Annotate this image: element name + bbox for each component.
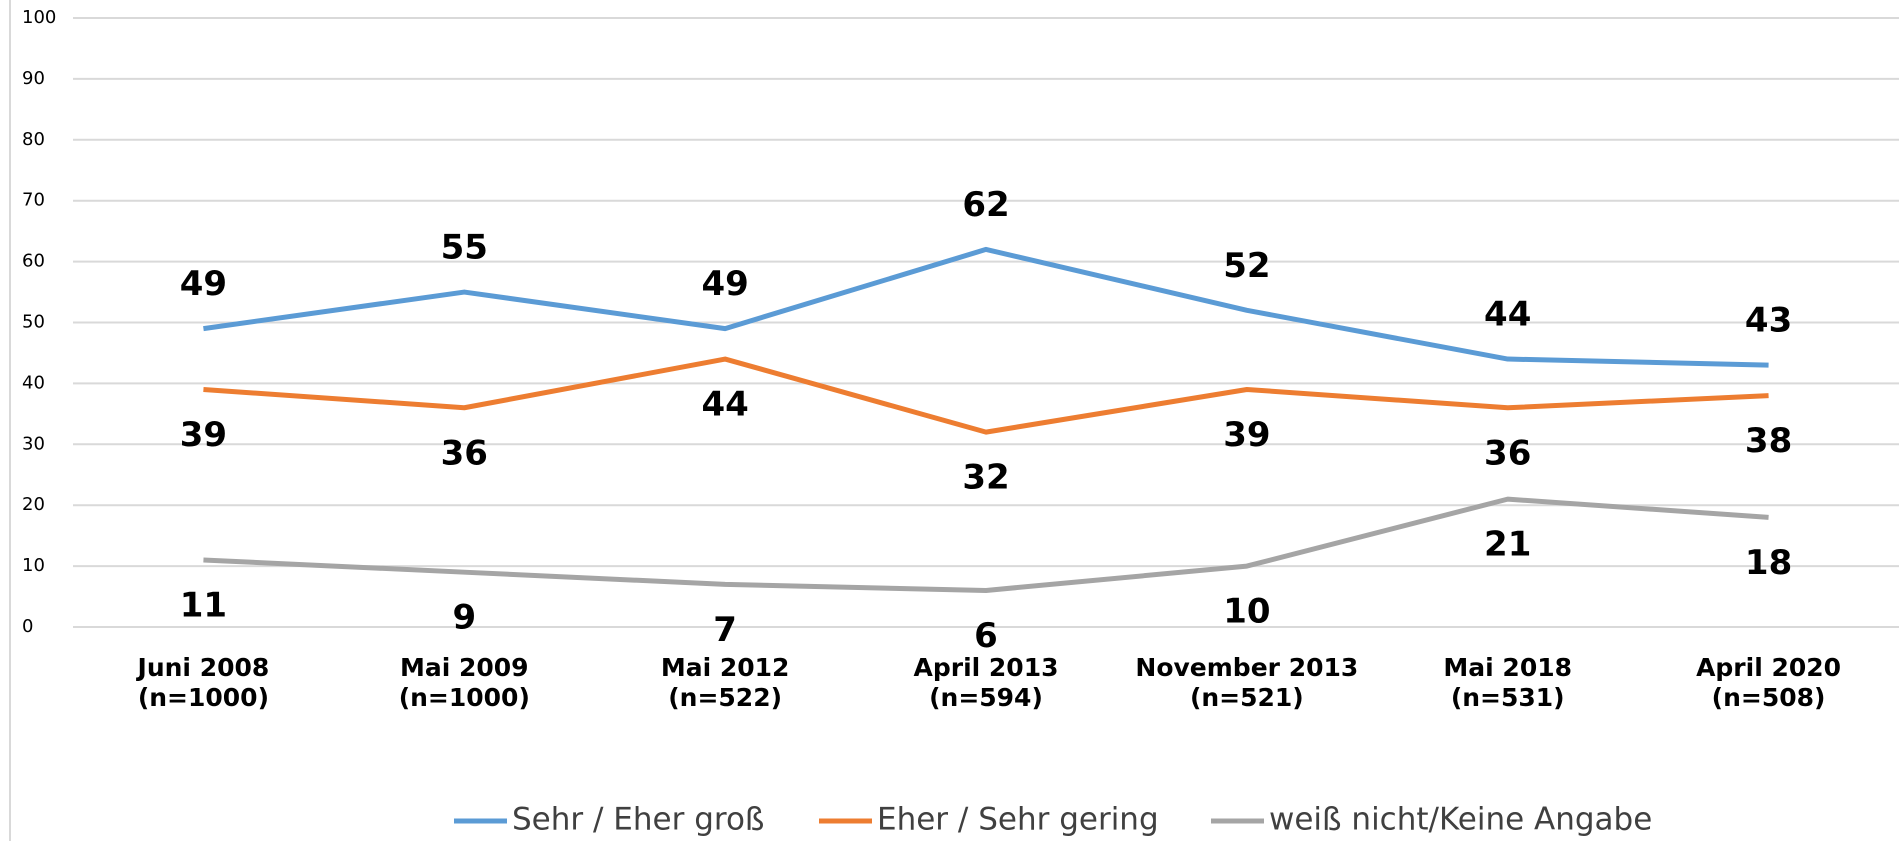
- y-tick-label: 30: [22, 433, 45, 454]
- data-label: 6: [974, 616, 998, 656]
- x-tick-label: Mai 2018 (n=531): [1443, 653, 1572, 712]
- y-tick-label: 90: [22, 68, 45, 89]
- data-label: 11: [180, 586, 227, 626]
- x-tick-label: Mai 2012 (n=522): [661, 653, 790, 712]
- data-label: 55: [441, 228, 488, 268]
- x-tick-label: Mai 2009 (n=1000): [399, 653, 530, 712]
- y-tick-label: 20: [22, 494, 45, 515]
- legend-label: weiß nicht/Keine Angabe: [1269, 802, 1652, 838]
- legend-label: Eher / Sehr gering: [877, 802, 1159, 838]
- y-tick-label: 70: [22, 190, 45, 211]
- data-label: 39: [1223, 415, 1270, 455]
- legend-label: Sehr / Eher groß: [512, 802, 764, 838]
- y-tick-label: 50: [22, 312, 45, 333]
- x-tick-label: November 2013 (n=521): [1135, 653, 1358, 712]
- data-label: 62: [962, 185, 1009, 225]
- data-label: 39: [180, 415, 227, 455]
- data-label: 44: [1484, 295, 1531, 335]
- data-label: 9: [452, 598, 476, 638]
- y-tick-label: 80: [22, 129, 45, 150]
- y-tick-label: 60: [22, 251, 45, 272]
- data-label: 38: [1745, 421, 1792, 461]
- data-label: 43: [1745, 301, 1792, 341]
- y-tick-label: 0: [22, 616, 33, 637]
- series-line: [203, 496, 1769, 593]
- y-tick-label: 40: [22, 372, 45, 393]
- y-tick-label: 10: [22, 555, 45, 576]
- x-tick-label: April 2020 (n=508): [1696, 653, 1841, 712]
- data-label: 7: [713, 610, 737, 650]
- data-label: 36: [1484, 433, 1531, 473]
- data-label: 32: [962, 458, 1009, 498]
- y-tick-label: 100: [22, 7, 56, 28]
- data-label: 18: [1745, 543, 1792, 583]
- data-label: 44: [701, 385, 748, 425]
- data-label: 36: [441, 433, 488, 473]
- data-label: 52: [1223, 246, 1270, 286]
- x-tick-label: Juni 2008 (n=1000): [136, 653, 270, 712]
- data-label: 49: [180, 264, 227, 304]
- series-line: [203, 246, 1769, 368]
- x-tick-label: April 2013 (n=594): [914, 653, 1059, 712]
- data-label: 49: [701, 264, 748, 304]
- series-line: [203, 356, 1769, 435]
- data-label: 10: [1223, 592, 1270, 632]
- data-label: 21: [1484, 525, 1531, 565]
